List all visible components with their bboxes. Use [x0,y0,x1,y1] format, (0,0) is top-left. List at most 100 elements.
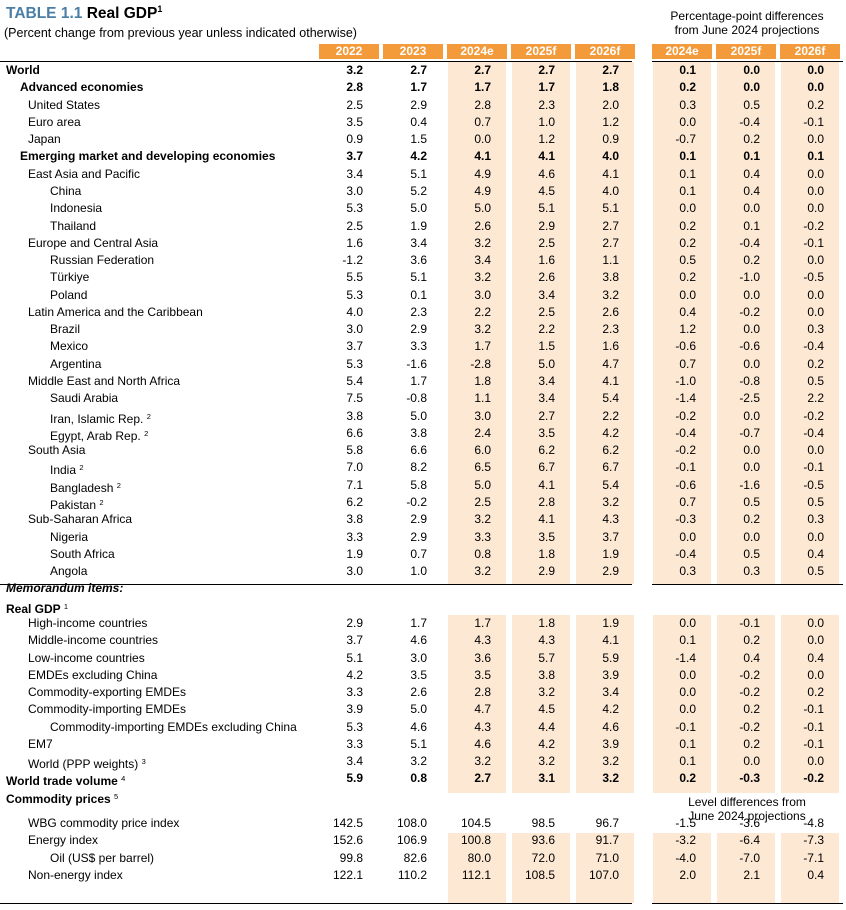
diff-cell-2024e: 0.0 [679,287,696,302]
diff-cell-2026f: -0.4 [803,425,824,440]
cell-2026f: 5.4 [602,391,619,406]
cell-2026f: 4.0 [602,149,619,164]
cell-2024e: 1.7 [474,615,491,630]
cell-2022: 3.3 [346,685,363,700]
cell-2026f: 4.1 [602,633,619,648]
row-label: Sub-Saharan Africa [28,511,132,528]
diff-cell-2026f: -0.1 [803,460,824,475]
diff-header-note: Percentage-point differences from June 2… [652,9,842,37]
cell-2026f: 2.3 [602,322,619,337]
cell-2024e: 2.8 [474,685,491,700]
cell-2024e: 2.4 [474,425,491,440]
row-label-text: EMDEs excluding China [28,667,158,682]
cell-2022: 2.5 [346,97,363,112]
row-label-text: Brazil [50,322,81,337]
cell-2025f: 1.8 [538,615,555,630]
cell-2024e: 0.7 [474,114,491,129]
cell-2026f: 4.2 [602,425,619,440]
cell-2025f: 2.7 [538,63,555,77]
cell-2022: 3.2 [346,63,363,77]
cell-2023: 5.8 [410,477,427,492]
cell-2023: 106.9 [396,833,427,848]
cell-2023: 1.7 [410,374,427,389]
cell-2023: 3.2 [410,754,427,769]
row-label: South Asia [28,442,85,459]
diff-cell-2024e: -0.2 [675,443,696,458]
cell-2022: 2.8 [346,80,363,95]
cell-2023: 5.1 [410,270,427,285]
cell-2024e: 4.3 [474,633,491,648]
cell-2024e: 4.6 [474,736,491,751]
cell-2025f: 5.0 [538,356,555,371]
cell-2024e: 104.5 [460,816,491,831]
diff-cell-2025f: -7.0 [739,850,760,865]
diff-cell-2026f: 0.0 [807,201,824,216]
footnote-marker: 5 [114,791,119,801]
row-label-text: High-income countries [28,615,148,630]
diff-cell-2026f: 0.0 [807,633,824,648]
cell-2024e: 3.2 [474,322,491,337]
diff-cell-2025f: 0.2 [743,253,760,268]
diff-cell-2025f: 0.0 [743,408,760,423]
forecast-band [512,62,570,584]
cell-2024e: 112.1 [461,867,491,882]
diff-cell-2026f: 0.0 [807,443,824,458]
cell-2022: 7.0 [346,460,363,475]
row-label-text: China [50,183,82,198]
diff-cell-2024e: 0.0 [679,685,696,700]
diff-cell-2025f: 0.2 [743,132,760,147]
cell-2026f: 4.7 [602,356,619,371]
cell-2022: 5.3 [346,356,363,371]
cell-2024e: 3.2 [474,235,491,250]
diff-cell-2025f: -1.0 [739,270,760,285]
cell-2023: 108.0 [396,816,427,831]
diff-cell-2024e: -1.4 [675,650,696,665]
row-label: Oil (US$ per barrel) [50,850,154,867]
diff-cell-2024e: -0.2 [675,408,696,423]
cell-2025f: 1.6 [538,253,555,268]
diff-cell-2026f: 0.0 [807,166,824,181]
row-label: World (PPP weights) 3 [28,753,146,773]
cell-2024e: 2.5 [474,495,491,509]
cell-2026f: 3.2 [602,754,619,769]
row-label-text: Iran, Islamic Rep. [50,411,144,426]
cell-2023: 5.0 [410,408,427,423]
diff-cell-2024e: 0.1 [679,736,696,751]
row-label: Emerging market and developing economies [20,148,275,165]
row-label: China [50,183,81,200]
forecast-band [576,615,634,793]
row-label-text: South Asia [28,443,86,458]
footnote-marker: 2 [144,428,149,438]
diff-cell-2026f: -0.2 [803,771,824,786]
cell-2023: 3.8 [410,425,427,440]
cell-2024e: 0.0 [474,132,491,147]
row-label-text: EM7 [28,736,53,751]
row-label-text: Advanced economies [20,80,144,95]
forecast-band [653,615,711,793]
diff-cell-2024e: -1.4 [675,391,696,406]
diff-cell-2025f: -0.4 [739,235,760,250]
diff-cell-2024e: 0.0 [679,702,696,717]
table-row: World trade volume 4 5.9 0.8 2.7 3.1 3.2 0.2 -0… [0,770,846,788]
row-label: WBG commodity price index [28,815,179,832]
cell-2024e: 2.6 [474,218,491,233]
diff-cell-2026f: -0.1 [803,736,824,751]
forecast-band [448,615,506,793]
bottom-rule [0,903,632,904]
diff-cell-2024e: -4.0 [675,850,696,865]
diff-cell-2024e: 0.0 [679,114,696,129]
table-row: Commodity-importing EMDEs excluding Chin… [0,719,846,736]
table-row: Middle-income countries 3.7 4.6 4.3 4.3 4.1 0.… [0,632,846,649]
cell-2022: 7.1 [346,477,363,492]
diff-cell-2025f: -0.8 [739,374,760,389]
row-label: South Africa [50,546,115,563]
diff-cell-2024e: 0.0 [679,529,696,544]
table-row: United States 2.5 2.9 2.8 2.3 2.0 0.3 0.5 0.2 [0,97,846,114]
table-row: China 3.0 5.2 4.9 4.5 4.0 0.1 0.4 0.0 [0,183,846,200]
diff-cell-2026f: 0.0 [807,615,824,630]
row-label: Angola [50,563,87,580]
cell-2024e: 6.0 [474,443,491,458]
forecast-band [653,833,711,903]
cell-2025f: 4.3 [538,633,555,648]
diff-cell-2026f: 0.0 [807,132,824,147]
